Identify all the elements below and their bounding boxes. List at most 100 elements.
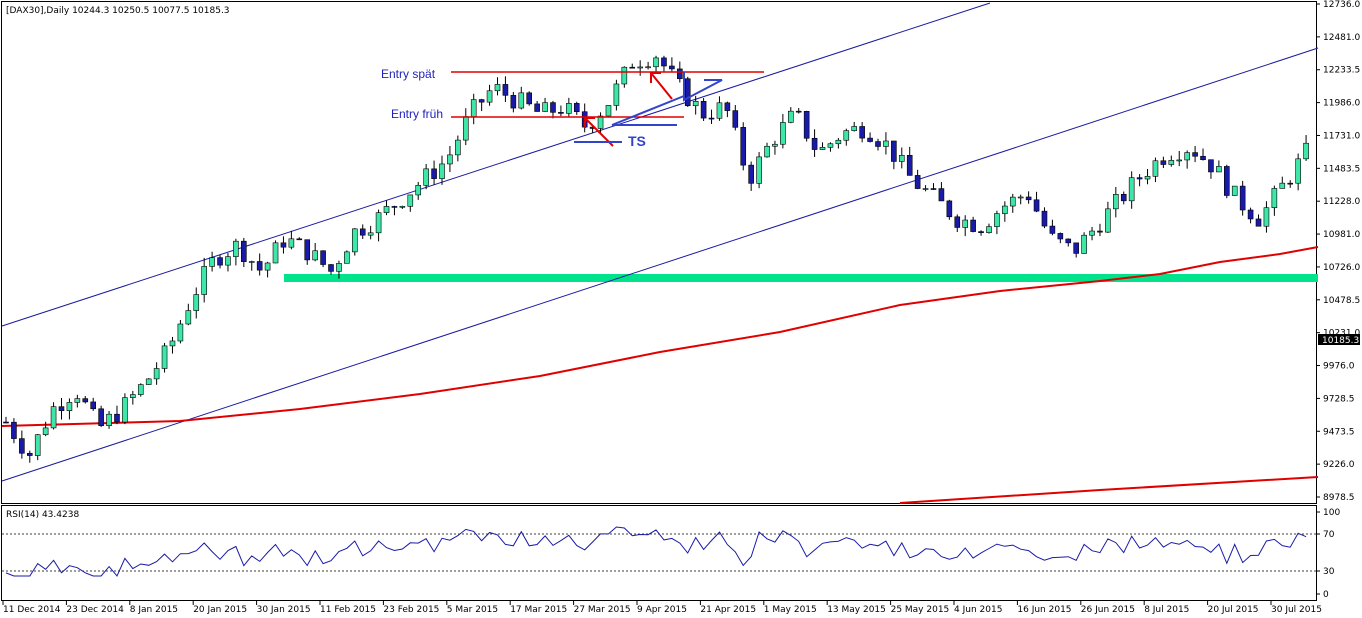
- candle-body: [272, 242, 279, 264]
- candle-body: [66, 402, 73, 411]
- date-tick-label: 16 Jun 2015: [1017, 605, 1071, 615]
- candle-body: [185, 310, 192, 325]
- candle-body: [502, 84, 509, 96]
- current-price-tag: [1318, 334, 1360, 345]
- candle-body: [177, 323, 184, 342]
- candle-body: [153, 368, 160, 380]
- candle-body: [455, 139, 461, 156]
- candle-body: [351, 228, 358, 253]
- current-price-label: 10185.3: [1322, 336, 1359, 346]
- date-tick-label: 11 Dec 2014: [3, 605, 61, 615]
- candle-body: [1200, 155, 1206, 161]
- channel-upper-line: [1, 2, 991, 327]
- candle-body: [1002, 205, 1008, 214]
- date-tick-label: 17 Mar 2015: [510, 605, 567, 615]
- candle-body: [336, 263, 342, 272]
- date-tick-label: 9 Apr 2015: [637, 605, 687, 615]
- candle-body: [478, 99, 485, 103]
- candle-body: [193, 294, 200, 311]
- candle-body: [1025, 196, 1032, 201]
- candle-body: [1120, 194, 1127, 202]
- price-tick-label: 10726.0: [1323, 263, 1360, 273]
- candle-body: [42, 427, 49, 436]
- candle-body: [264, 262, 271, 271]
- price-tick-label: 9226.0: [1323, 460, 1355, 470]
- candle-body: [391, 206, 398, 208]
- rsi-label: RSI(14) 43.4238: [6, 510, 79, 520]
- candle-body: [375, 212, 382, 234]
- candle-body: [787, 110, 794, 123]
- candle-body: [1049, 225, 1056, 234]
- candle-body: [906, 155, 913, 176]
- candle-body: [50, 406, 57, 429]
- price-tick-label: 11483.5: [1323, 164, 1360, 174]
- candle-body: [383, 206, 390, 213]
- candle-body: [669, 65, 675, 70]
- candle-body: [851, 126, 858, 131]
- date-tick-label: 30 Jan 2015: [257, 605, 311, 615]
- candle-body: [629, 66, 636, 69]
- ts-diagonal: [611, 95, 685, 126]
- candle-body: [891, 140, 897, 162]
- candle-body: [1231, 185, 1238, 196]
- candle-body: [780, 122, 786, 145]
- ts-marker: [683, 72, 723, 102]
- candle-body: [542, 102, 548, 112]
- candle-body: [344, 251, 350, 264]
- price-tick-label: 9473.5: [1323, 427, 1355, 437]
- candle-body: [82, 398, 89, 403]
- candle-body: [986, 226, 992, 233]
- price-tick-label: 8978.5: [1323, 493, 1355, 503]
- date-tick-label: 1 May 2015: [764, 605, 817, 615]
- date-tick-label: 26 Jun 2015: [1081, 605, 1135, 615]
- candle-body: [34, 434, 41, 456]
- candle-body: [58, 406, 65, 411]
- candle-body: [1041, 210, 1048, 227]
- rsi-line: [5, 526, 1307, 577]
- channel-lower-line: [1, 47, 1319, 482]
- candle-body: [217, 257, 223, 266]
- candle-body: [161, 345, 168, 369]
- candle-body: [201, 266, 207, 295]
- candle-body: [621, 66, 628, 85]
- candle-body: [1017, 196, 1024, 199]
- price-tick-label: 10231.0: [1323, 329, 1360, 339]
- candle-body: [1009, 196, 1016, 207]
- ts-label: TS: [628, 133, 646, 149]
- candle-body: [613, 83, 620, 106]
- candle-body: [510, 95, 517, 109]
- candle-body: [914, 175, 921, 189]
- candle-body: [938, 188, 945, 202]
- candle-body: [827, 143, 834, 148]
- candle-body: [470, 99, 477, 117]
- candle-body: [518, 92, 525, 109]
- candle-body: [288, 238, 295, 248]
- candle-body: [740, 127, 747, 166]
- candle-body: [1160, 160, 1167, 165]
- candle-body: [1176, 159, 1183, 162]
- rsi-tick-label: 30: [1323, 567, 1335, 577]
- candle-body: [106, 413, 112, 426]
- price-tick-label: 11228.0: [1323, 197, 1360, 207]
- candles: [3, 55, 1309, 463]
- candle-body: [677, 68, 683, 80]
- candle-body: [605, 105, 612, 117]
- candle-body: [1295, 158, 1301, 184]
- date-tick-label: 11 Feb 2015: [320, 605, 376, 615]
- candle-body: [423, 168, 429, 186]
- candle-body: [1216, 166, 1222, 173]
- candle-body: [708, 117, 715, 120]
- date-tick-label: 25 May 2015: [891, 605, 950, 615]
- candle-body: [534, 103, 540, 112]
- candle-body: [946, 200, 953, 218]
- candle-body: [209, 257, 215, 267]
- candle-body: [645, 66, 651, 69]
- candle-body: [724, 102, 731, 111]
- date-tick-label: 5 Mar 2015: [447, 605, 498, 615]
- date-tick-label: 20 Jul 2015: [1208, 605, 1259, 615]
- candle-body: [1255, 218, 1262, 227]
- candle-body: [1144, 175, 1151, 180]
- candle-body: [898, 155, 905, 162]
- candle-body: [883, 140, 889, 147]
- candle-body: [1287, 182, 1294, 185]
